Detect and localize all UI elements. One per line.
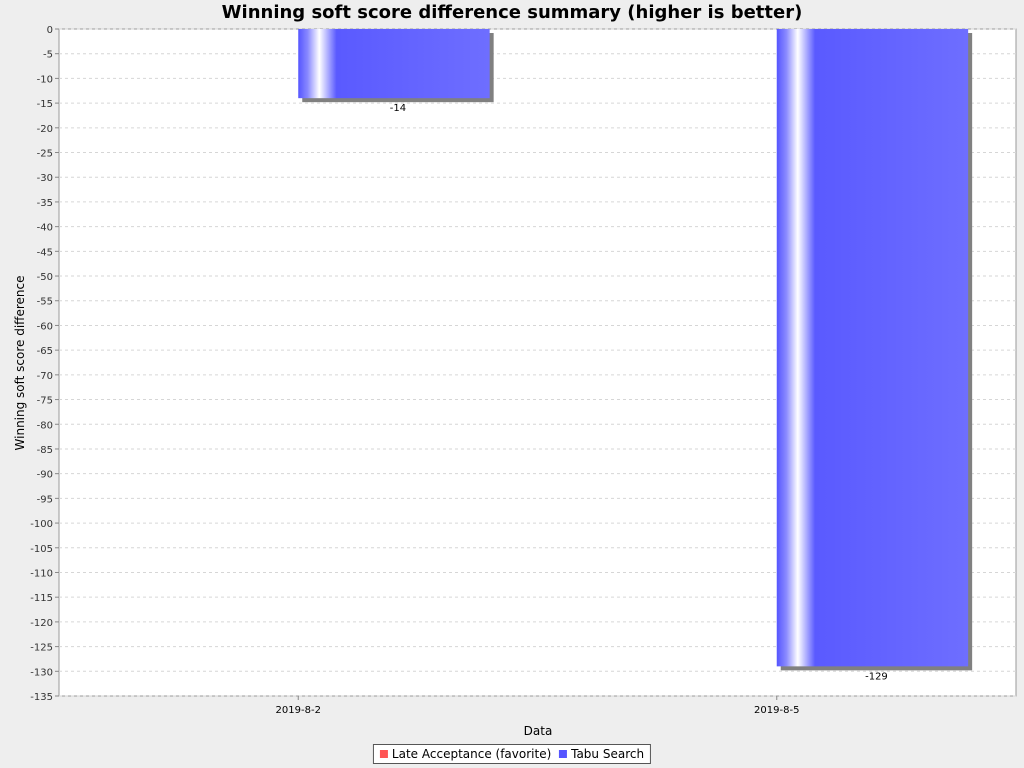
y-tick-label: -20 (37, 124, 53, 135)
y-tick-label: -110 (30, 568, 53, 579)
y-axis-label: Winning soft score difference (13, 276, 27, 451)
bar-value-label: -14 (390, 103, 406, 114)
y-tick-label: -25 (37, 149, 53, 160)
y-tick-label: -120 (30, 618, 53, 629)
y-tick-label: -105 (30, 544, 53, 555)
legend-label-tabu-search: Tabu Search (571, 747, 645, 761)
y-tick-label: -60 (37, 321, 53, 332)
y-tick-label: -125 (30, 643, 53, 654)
y-tick-label: -70 (37, 371, 53, 382)
y-tick-label: -50 (37, 272, 53, 283)
y-tick-label: -30 (37, 173, 53, 184)
y-tick-label: -100 (30, 519, 53, 530)
chart-title: Winning soft score difference summary (h… (221, 2, 803, 23)
legend-swatch-tabu-search (559, 750, 568, 758)
y-tick-label: -65 (37, 346, 53, 357)
y-tick-label: -45 (37, 247, 53, 258)
x-axis: 2019-8-2 2019-8-5 (276, 696, 799, 716)
x-tick-label: 2019-8-5 (754, 705, 799, 716)
legend: Late Acceptance (favorite) Tabu Search (372, 744, 652, 764)
bar (298, 29, 490, 99)
y-tick-label: -75 (37, 396, 53, 407)
y-tick-label: -135 (30, 692, 53, 703)
bars: -14 -129 (298, 29, 973, 682)
y-tick-label: -5 (43, 50, 53, 61)
y-tick-label: -95 (37, 494, 53, 505)
y-tick-label: 0 (47, 25, 53, 36)
bar-value-label: -129 (865, 671, 888, 682)
y-tick-label: -90 (37, 470, 53, 481)
bar (776, 29, 969, 667)
y-tick-label: -10 (37, 74, 53, 85)
y-tick-label: -55 (37, 297, 53, 308)
legend-swatch-late-acceptance (379, 750, 388, 758)
y-axis: 0 -5 -10 -15 -20 -25 -30 -35 -40 -45 -50 -55 -60 -65 -… (30, 25, 59, 703)
y-tick-label: -130 (30, 667, 53, 678)
y-tick-label: -80 (37, 420, 53, 431)
y-tick-label: -85 (37, 445, 53, 456)
y-tick-label: -15 (37, 99, 53, 110)
x-tick-label: 2019-8-2 (276, 705, 321, 716)
y-tick-label: -35 (37, 198, 53, 209)
y-tick-label: -115 (30, 593, 53, 604)
legend-item-tabu-search: Tabu Search (559, 747, 644, 761)
x-axis-label: Data (524, 724, 553, 738)
legend-label-late-acceptance: Late Acceptance (favorite) (391, 747, 552, 761)
legend-item-late-acceptance: Late Acceptance (favorite) (379, 747, 552, 761)
bar-chart: 0 -5 -10 -15 -20 -25 -30 -35 -40 -45 -50 -55 -60 -65 -… (13, 25, 1017, 738)
y-tick-label: -40 (37, 223, 53, 234)
